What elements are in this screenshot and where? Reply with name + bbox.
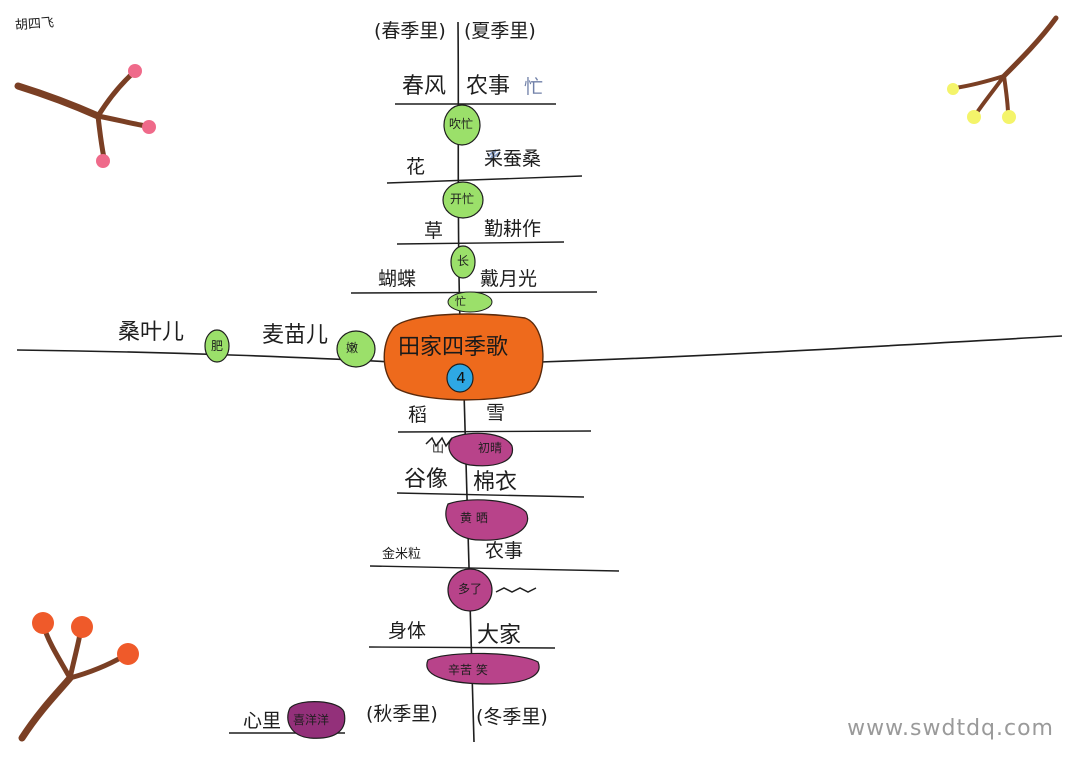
lower-blob1-right: 初晴: [478, 441, 503, 455]
upper-row1-mark: 忙: [524, 76, 544, 98]
lower-blob-1: [448, 432, 513, 467]
lower-blob1-left: 山: [432, 441, 445, 455]
upper-blob2-label: 开忙: [450, 192, 475, 206]
branch-line-upper-2: [386, 175, 583, 184]
upper-blob-2: [442, 181, 484, 219]
branch-line-upper-3: [396, 241, 565, 245]
upper-blob4-label: 忙: [455, 295, 466, 308]
upper-row2-right: 采蚕桑: [484, 148, 542, 170]
season-header-autumn: (秋季里): [366, 703, 438, 725]
horizontal-item1-text: 桑叶儿: [118, 320, 185, 345]
branch-line-lower-4: [368, 646, 556, 649]
lower-blob4-label: 辛苦 笑: [448, 663, 488, 677]
upper-row4-left: 蝴蝶: [378, 268, 417, 290]
watermark: www.swdtdq.com: [847, 716, 1054, 741]
branch-line-lower-3: [369, 565, 620, 572]
lower-row5-left: 心里: [243, 710, 282, 732]
center-blob: [383, 313, 544, 401]
upper-row1-right: 农事: [466, 74, 511, 99]
author-signature: 胡四飞: [14, 15, 55, 34]
upper-row4-right: 戴月光: [480, 268, 538, 290]
branch-bottom-left-icon: [18, 612, 139, 742]
lower-row4-left: 身体: [388, 620, 427, 642]
scribble-mark-2: [425, 436, 453, 448]
scribble-mark: [487, 149, 501, 161]
lower-blob5-label: 喜洋洋: [293, 713, 330, 727]
lower-row2-left: 谷像: [404, 467, 449, 492]
horizontal-blob-2: [336, 330, 376, 368]
season-header-winter: (冬季里): [476, 706, 548, 728]
scribble-mark-3: [495, 587, 537, 593]
lower-blob-4: [426, 652, 540, 685]
branch-top-left-icon: [14, 64, 156, 168]
horizontal-item2-blob: 嫩: [346, 341, 359, 355]
season-header-spring: (春季里): [374, 20, 446, 42]
lower-blob3-label: 多了: [458, 582, 483, 596]
branch-line-lower-2: [396, 492, 585, 498]
branch-top-right-icon: [947, 15, 1059, 124]
lower-row4-right: 大家: [477, 623, 522, 648]
upper-row1-left: 春风: [402, 74, 447, 99]
lower-blob-3: [447, 568, 493, 612]
season-header-summer: (夏季里): [464, 20, 536, 42]
upper-blob-3: [450, 245, 476, 279]
horizontal-item2-text: 麦苗儿: [262, 323, 329, 348]
lower-row3-left: 金米粒: [382, 547, 422, 562]
upper-blob1-label: 吹忙: [449, 117, 474, 131]
horizontal-item1-blob: 肥: [211, 339, 224, 353]
center-title: 田家四季歌: [398, 335, 509, 360]
lower-row3-right: 农事: [485, 540, 524, 562]
branch-line-lower-1: [397, 430, 592, 433]
center-number-circle: [446, 363, 474, 393]
upper-blob-1: [443, 104, 481, 146]
center-number: 4: [456, 369, 466, 387]
lower-row2-right: 棉衣: [473, 470, 518, 495]
lower-blob-2: [445, 499, 529, 541]
lower-row1-right: 雪: [486, 402, 506, 424]
lower-blob-5: [287, 701, 346, 739]
horizontal-blob-1: [204, 329, 230, 363]
lower-blob2-label: 黄 晒: [460, 511, 488, 525]
upper-row3-right: 勤耕作: [484, 218, 542, 240]
upper-blob3-label: 长: [457, 254, 470, 268]
upper-blob-4: [447, 291, 493, 313]
lower-row1-left: 稻: [408, 404, 428, 426]
upper-row3-left: 草: [424, 220, 444, 242]
upper-row2-left: 花: [406, 156, 426, 178]
vertical-axis-upper: [457, 21, 461, 323]
